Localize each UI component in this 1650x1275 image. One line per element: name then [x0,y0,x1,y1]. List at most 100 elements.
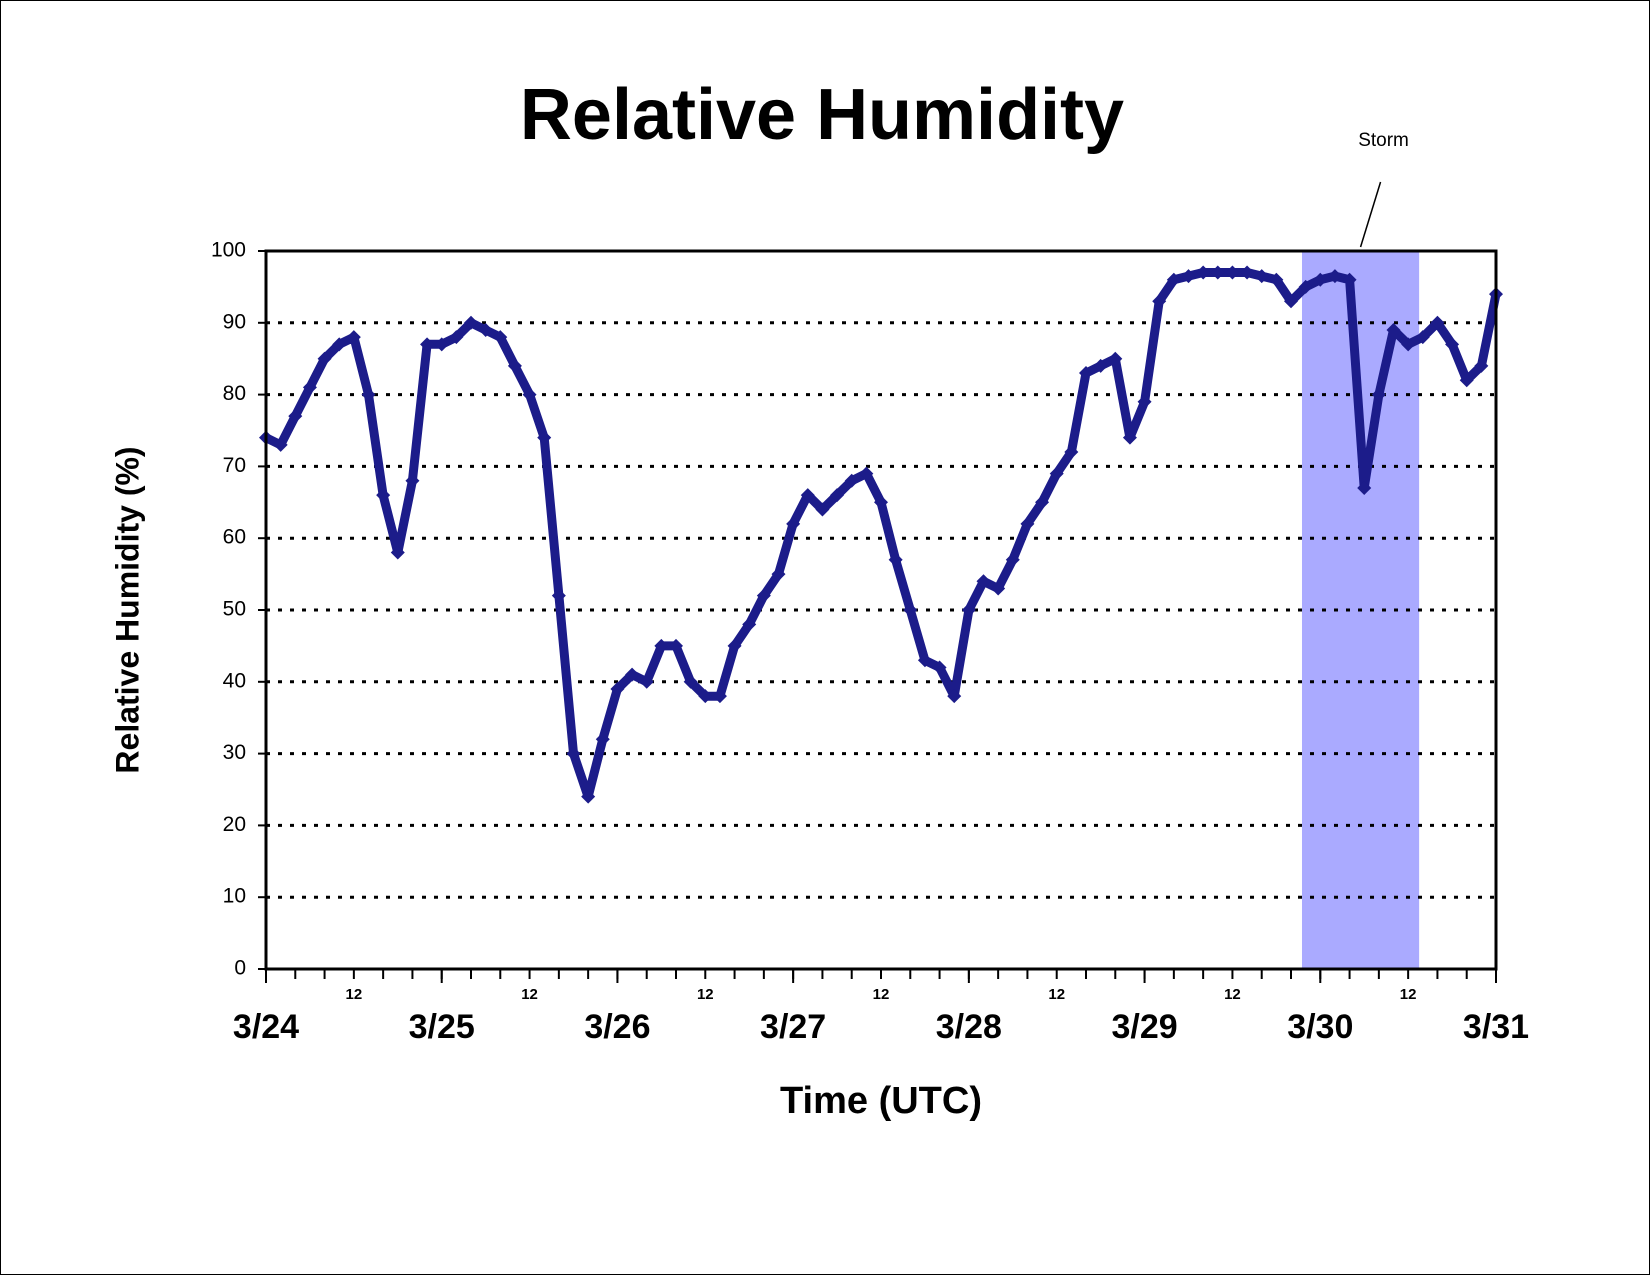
x-midday-label: 12 [1224,986,1241,1003]
data-point [610,681,625,696]
data-point [639,674,654,689]
data-point [712,689,727,704]
chart-title: Relative Humidity [520,75,1124,155]
data-point [1064,445,1079,460]
data-point [683,674,698,689]
y-tick-label: 20 [223,813,246,836]
data-point [1240,265,1255,280]
data-point [1415,330,1430,345]
data-point [302,380,317,395]
data-point [756,588,771,603]
data-point [1430,315,1445,330]
data-point [859,466,874,481]
data-point [800,488,815,503]
plot-frame [264,249,1498,971]
x-midday-label: 12 [697,986,714,1003]
data-point [566,746,581,761]
data-point [1371,387,1386,402]
data-point [376,488,391,503]
data-point [991,581,1006,596]
data-point [874,495,888,510]
data-point [771,567,786,582]
y-tick-label: 0 [234,957,246,980]
data-point [815,502,830,517]
data-point [1225,265,1240,280]
data-point [434,337,449,352]
data-point [1108,351,1123,366]
data-point [1474,358,1489,373]
data-point [1459,373,1474,388]
data-point [888,552,903,567]
data-point [1401,337,1416,352]
data-point [1122,430,1137,445]
data-point [932,660,947,675]
x-midday-label: 12 [521,986,538,1003]
data-point [1386,322,1401,337]
annotation-line [1359,181,1382,248]
data-point [1181,269,1196,284]
data-point [332,337,347,352]
data-point [976,574,991,589]
y-tick-label: 30 [223,741,246,764]
x-tick-label: 3/28 [936,1008,1002,1046]
data-point [669,638,683,653]
data-point [493,330,508,345]
data-point [742,617,757,632]
y-tick-label: 80 [223,382,246,405]
x-midday-label: 12 [873,986,890,1003]
data-point [1313,272,1328,287]
y-tick-label: 60 [223,526,246,549]
data-point [595,732,610,747]
x-tick-label: 3/30 [1287,1008,1353,1046]
data-point [1035,495,1050,510]
data-point [507,358,522,373]
x-tick-label: 3/29 [1111,1008,1177,1046]
data-point [1342,272,1357,287]
data-point [654,638,669,653]
data-point [420,337,435,352]
annotation: Storm [1358,130,1409,151]
data-point [1327,269,1342,284]
y-axis-title: Relative Humidity (%) [109,446,145,773]
data-point [917,653,932,668]
y-tick-label: 100 [211,239,246,262]
data-point [1049,466,1064,481]
data-point [698,689,713,704]
x-midday-label: 12 [346,986,363,1003]
data-point [830,488,845,503]
data-point [947,689,962,704]
y-tick-label: 40 [223,669,246,692]
y-tick-label: 10 [223,885,246,908]
data-point [537,430,552,445]
data-point [1079,366,1093,381]
data-point [1005,552,1020,567]
y-tick-label: 50 [223,598,246,621]
data-point [581,789,596,804]
data-point [1357,480,1372,495]
data-point [449,330,464,345]
data-point [625,667,640,682]
data-point [1210,265,1225,280]
data-point [1298,279,1313,294]
x-axis-title: Time (UTC) [780,1080,982,1122]
data-point [1196,265,1211,280]
data-point [844,473,859,488]
data-point [551,588,566,603]
x-tick-label: 3/26 [584,1008,650,1046]
data-point [361,387,376,402]
data-point [1284,294,1298,309]
x-midday-label: 12 [1400,986,1417,1003]
data-point [1269,272,1284,287]
data-point [346,330,361,345]
x-midday-label: 12 [1048,986,1065,1003]
x-tick-label: 3/25 [409,1008,475,1046]
x-tick-label: 3/27 [760,1008,826,1046]
y-tick-label: 90 [223,310,246,333]
y-tick-label: 70 [223,454,246,477]
data-point [1152,294,1167,309]
data-point [317,351,332,366]
data-point [464,315,478,330]
data-point [786,516,801,531]
data-point [273,437,288,452]
